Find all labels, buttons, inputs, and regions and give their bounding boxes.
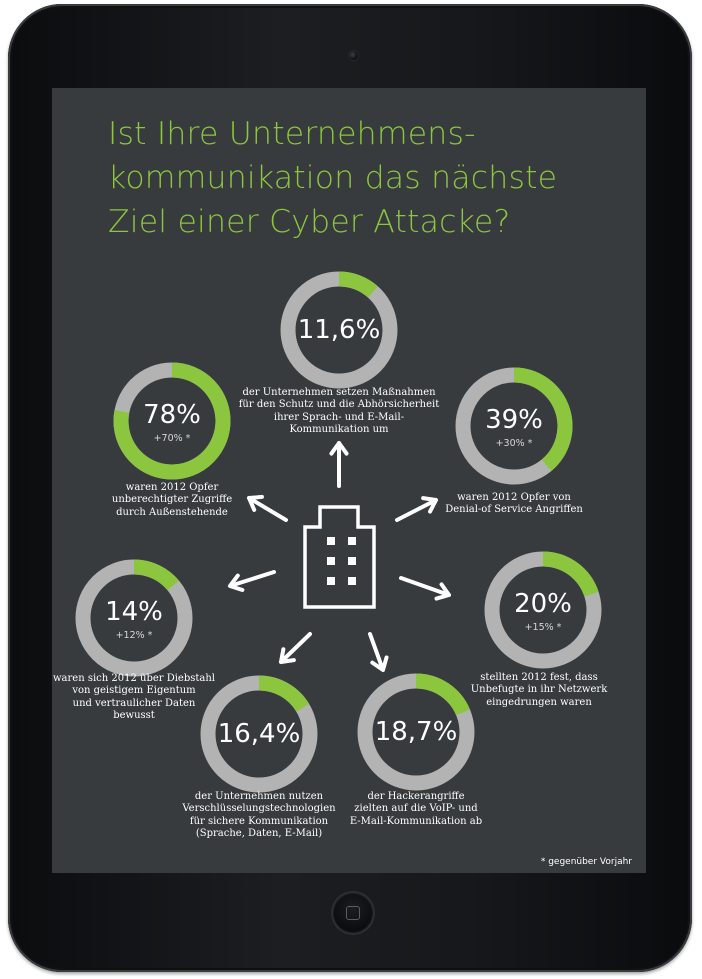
donut-value-arc-netzwerk-eingedrungen: [542, 551, 599, 597]
donut-denial-of-service: [455, 367, 573, 485]
donut-hackerangriffe-voip: [357, 673, 475, 791]
donut-value-arc-diebstahl-eigentum: [133, 559, 180, 591]
arrow-down-right-icon: [368, 632, 389, 672]
percent-label-diebstahl-eigentum: 14%: [105, 597, 163, 627]
donut-value-arc-hackerangriffe-voip: [415, 673, 470, 716]
percent-label-kommunikation-schutz: 11,6%: [297, 315, 381, 345]
caption-netzwerk-eingedrungen: stellten 2012 fest, dass Unbefugte in ihr…: [470, 672, 608, 708]
camera-icon: [349, 51, 358, 60]
home-square-icon: [346, 906, 360, 920]
arrow-down-left-icon: [279, 632, 312, 664]
caption-denial-of-service: waren 2012 Opfer von Denial-of Service An…: [445, 492, 583, 516]
home-button[interactable]: [333, 893, 373, 933]
donut-unberechtigte-zugriffe: [113, 362, 231, 480]
caption-kommunikation-schutz: der Unternehmen setzen Maßnahmen für den …: [238, 387, 440, 436]
donut-value-arc-denial-of-service: [513, 367, 573, 472]
footnote: * gegenüber Vorjahr: [540, 857, 632, 867]
page-title: Ist Ihre Unternehmens-kommunikation das …: [108, 116, 558, 240]
percent-label-denial-of-service: 39%: [485, 405, 543, 435]
arrow-right-icon: [399, 576, 451, 601]
arrow-up-right-icon: [395, 496, 438, 522]
percent-label-unberechtigte-zugriffe: 78%: [143, 400, 201, 430]
percent-label-netzwerk-eingedrungen: 20%: [514, 589, 572, 619]
donut-value-arc-verschluesselung: [258, 675, 310, 712]
percent-label-hackerangriffe-voip: 18,7%: [374, 717, 458, 747]
caption-unberechtigte-zugriffe: waren 2012 Opfer unberechtigter Zugriffe d…: [111, 482, 233, 518]
arrow-up-icon: [329, 441, 349, 488]
donut-kommunikation-schutz: [280, 271, 398, 389]
caption-verschluesselung: der Unternehmen nutzen Verschlüsselungste…: [182, 791, 336, 840]
caption-hackerangriffe-voip: der Hackerangriffe zielten auf die VoIP- …: [349, 791, 483, 827]
arrow-left-icon: [228, 570, 276, 592]
change-label-unberechtigte-zugriffe: +70% *: [153, 433, 191, 444]
donut-value-arc-kommunikation-schutz: [338, 271, 378, 298]
donut-verschluesselung: [200, 675, 318, 793]
donut-value-arc-unberechtigte-zugriffe: [113, 362, 231, 480]
donut-netzwerk-eingedrungen: [484, 551, 602, 669]
center-graphic: [228, 441, 451, 672]
donut-diebstahl-eigentum: [75, 559, 193, 677]
percent-label-verschluesselung: 16,4%: [217, 719, 301, 749]
office-building-icon: [303, 505, 376, 609]
caption-diebstahl-eigentum: waren sich 2012 über Diebstahl von geisti…: [52, 673, 216, 722]
arrow-up-left-icon: [247, 494, 288, 522]
screen: Ist Ihre Unternehmens-kommunikation das …: [52, 88, 646, 873]
change-label-diebstahl-eigentum: +12% *: [115, 630, 153, 641]
change-label-denial-of-service: +30% *: [495, 438, 533, 449]
change-label-netzwerk-eingedrungen: +15% *: [524, 622, 562, 633]
